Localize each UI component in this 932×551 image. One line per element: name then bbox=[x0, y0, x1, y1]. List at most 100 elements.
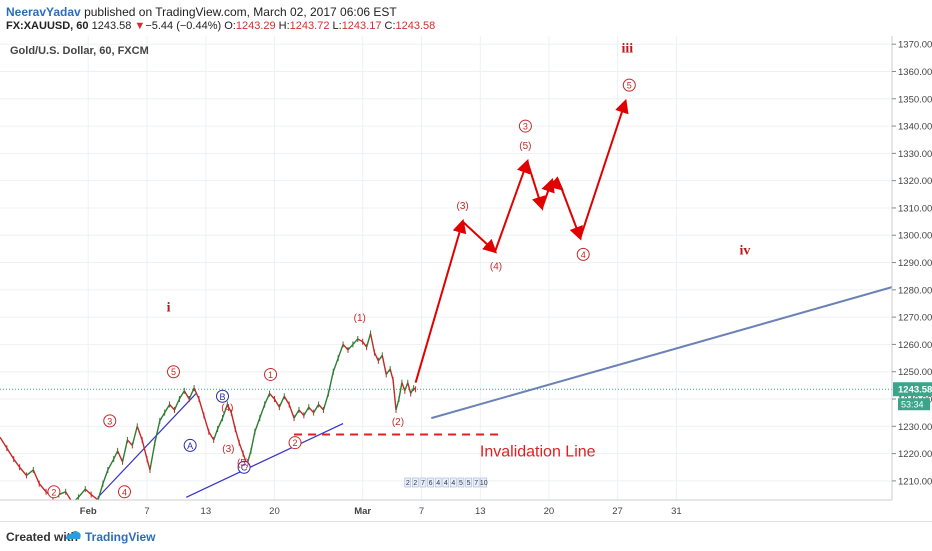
projection-arrow[interactable] bbox=[526, 161, 546, 211]
price-segment bbox=[308, 406, 315, 414]
wave-label-circle bbox=[216, 389, 230, 403]
price-segment bbox=[97, 483, 104, 501]
price-chart[interactable]: Gold/U.S. Dollar, 60, FXCM Invalidation … bbox=[0, 36, 932, 520]
event-flag-number: 2 bbox=[406, 480, 410, 487]
wave-label-paren: (5) bbox=[519, 141, 531, 152]
time-tick-label: Mar bbox=[354, 506, 371, 517]
wave-label-circle bbox=[518, 119, 532, 133]
price-segment bbox=[327, 371, 334, 394]
price-axis[interactable]: 1210.001220.001230.001240.001250.001260.… bbox=[891, 36, 932, 520]
price-tick-label: 1330.00 bbox=[898, 149, 932, 160]
tradingview-brand-link[interactable]: TradingView bbox=[85, 530, 156, 544]
time-tick-label: 27 bbox=[612, 506, 623, 517]
price-segment bbox=[154, 420, 161, 443]
price-segment bbox=[357, 338, 364, 343]
price-segment bbox=[0, 436, 8, 449]
price-segment bbox=[250, 431, 256, 452]
price-segment bbox=[208, 431, 215, 441]
drawings[interactable]: Invalidation Line bbox=[97, 286, 893, 498]
price-segment bbox=[278, 395, 285, 408]
event-flag[interactable] bbox=[434, 477, 442, 488]
price-segment bbox=[342, 343, 349, 351]
event-flag-number: 4 bbox=[444, 480, 448, 487]
event-flag[interactable] bbox=[427, 477, 434, 488]
price-segment bbox=[121, 439, 129, 462]
price-segment bbox=[188, 387, 195, 400]
wave-label-circle bbox=[47, 485, 61, 499]
trend-line[interactable] bbox=[431, 286, 893, 420]
author-link[interactable]: NeeravYadav bbox=[6, 5, 81, 19]
wave-label-number: 5 bbox=[627, 81, 632, 91]
open-label: O: bbox=[224, 20, 236, 32]
high-value: 1243.72 bbox=[289, 20, 330, 32]
event-flag-number: 5 bbox=[459, 480, 463, 487]
last-price-badge[interactable] bbox=[893, 382, 932, 397]
event-flag[interactable] bbox=[480, 477, 488, 488]
wave-label-number: 2 bbox=[51, 487, 56, 497]
price-segment bbox=[193, 387, 200, 400]
wave-label-circle bbox=[117, 485, 131, 499]
channel-line[interactable] bbox=[185, 423, 344, 498]
time-axis-bg bbox=[0, 500, 932, 520]
event-flag[interactable] bbox=[419, 477, 427, 488]
symbol-line: FX:XAUUSD, 60 1243.58 ▼−5.44 (−0.44%) O:… bbox=[6, 20, 435, 32]
event-flag[interactable] bbox=[472, 477, 480, 488]
price-segment bbox=[392, 379, 397, 410]
price-segment bbox=[136, 426, 143, 441]
channel-line[interactable] bbox=[97, 393, 197, 498]
chart-header: NeeravYadav published on TradingView.com… bbox=[0, 0, 932, 36]
price-segment bbox=[322, 393, 330, 411]
event-flag[interactable] bbox=[465, 477, 472, 488]
publish-line: NeeravYadav published on TradingView.com… bbox=[6, 5, 397, 19]
countdown-label: 53:34 bbox=[901, 400, 924, 410]
last-price-badge-label: 1243.58 bbox=[898, 385, 932, 396]
price-segment bbox=[107, 458, 115, 471]
wave-label-circle bbox=[264, 367, 278, 381]
tradingview-logo-icon bbox=[66, 530, 81, 539]
projection-arrow[interactable] bbox=[579, 98, 629, 239]
price-tick-label: 1310.00 bbox=[898, 203, 932, 214]
event-flag-number: 7 bbox=[474, 480, 478, 487]
event-flag-number: 4 bbox=[436, 480, 440, 487]
wave-label-number: 4 bbox=[581, 250, 586, 260]
projection-arrow[interactable] bbox=[494, 158, 531, 252]
symbol-label[interactable]: FX:XAUUSD, 60 bbox=[6, 20, 89, 32]
event-flag[interactable] bbox=[457, 477, 465, 488]
price-segment bbox=[38, 483, 47, 493]
event-flag[interactable] bbox=[412, 477, 419, 488]
price-segment bbox=[26, 469, 34, 476]
wave-label-degree: i bbox=[167, 301, 171, 316]
price-tick-label: 1260.00 bbox=[898, 340, 932, 351]
price-segment bbox=[269, 393, 275, 400]
event-flag[interactable] bbox=[404, 477, 412, 488]
price-segment bbox=[385, 368, 391, 375]
projection-arrow[interactable] bbox=[548, 176, 564, 191]
price-segment bbox=[293, 409, 300, 419]
price-segment bbox=[116, 450, 124, 463]
created-with-text: Created with bbox=[6, 530, 79, 544]
projection-arrow[interactable] bbox=[414, 218, 467, 383]
price-segment bbox=[90, 493, 99, 501]
wave-label-paren: (3) bbox=[457, 201, 469, 212]
wave-projection[interactable] bbox=[414, 98, 629, 383]
price-tick-label: 1210.00 bbox=[898, 476, 932, 487]
wave-label-number: B bbox=[220, 392, 226, 402]
event-flag-number: 7 bbox=[421, 480, 425, 487]
low-label: L: bbox=[332, 20, 342, 32]
event-flag[interactable] bbox=[442, 477, 450, 488]
price-segment bbox=[365, 333, 372, 348]
projection-arrow[interactable] bbox=[461, 220, 498, 254]
price-segment bbox=[102, 469, 109, 484]
event-flag[interactable] bbox=[450, 477, 457, 488]
price-segment bbox=[203, 415, 210, 432]
price-segment bbox=[352, 338, 359, 345]
price-segment bbox=[303, 406, 310, 416]
chart-area[interactable]: Gold/U.S. Dollar, 60, FXCM Invalidation … bbox=[0, 36, 932, 520]
event-markers[interactable]: 2 2 7 6 4 4 4 5 5 7 10 bbox=[404, 477, 488, 488]
projection-arrow[interactable] bbox=[560, 188, 583, 241]
time-tick-label: 13 bbox=[475, 506, 486, 517]
price-segment bbox=[13, 458, 21, 468]
time-axis[interactable]: Feb 7 13 20 Mar 7 13 20 27 31 bbox=[0, 499, 932, 520]
price-segment bbox=[6, 447, 15, 460]
event-flag-number: 2 bbox=[413, 480, 417, 487]
